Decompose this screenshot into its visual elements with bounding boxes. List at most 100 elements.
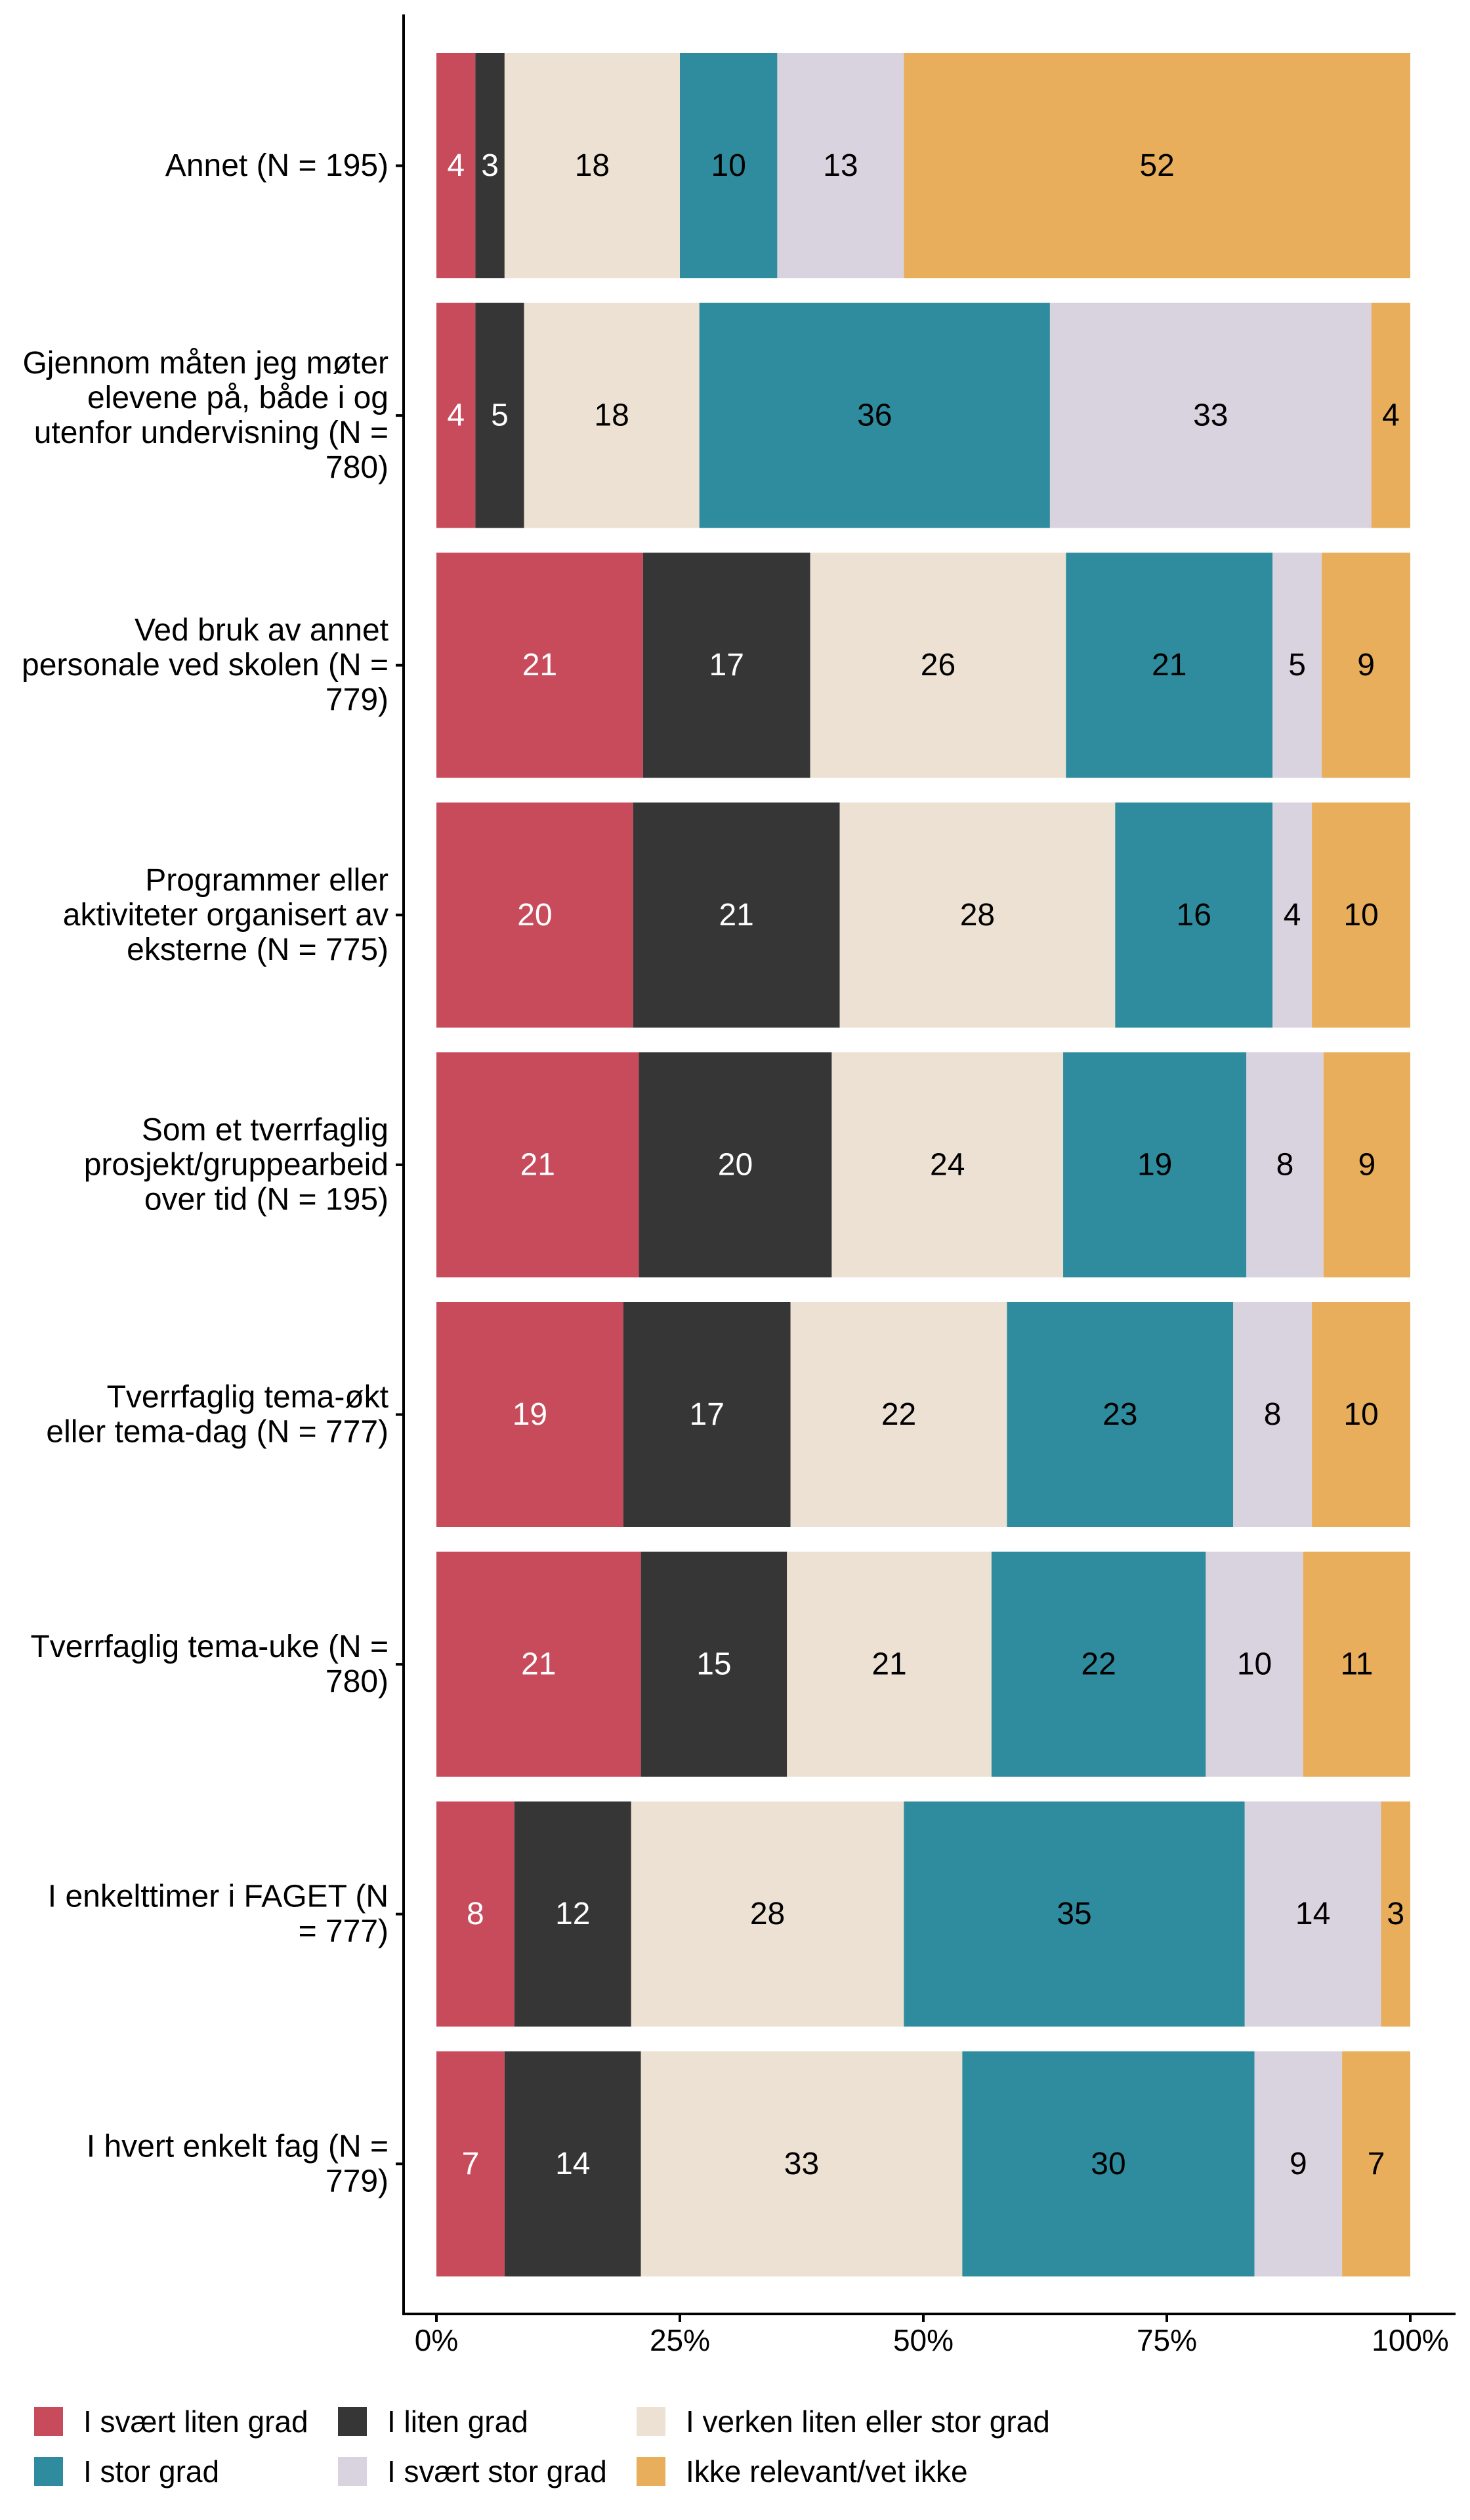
- bar-value-label: 22: [1081, 1647, 1116, 1682]
- legend-swatch: [637, 2457, 665, 2486]
- bar-segment: [436, 1801, 514, 2027]
- bar-segment: [1233, 1302, 1312, 1527]
- bar-segment: [631, 1801, 904, 2027]
- y-axis-labels: Annet (N = 195) Gjennom måten jeg møter el…: [22, 148, 404, 2198]
- bar-value-label: 21: [872, 1647, 906, 1682]
- bar-segment: [1303, 1551, 1410, 1777]
- bar-value-label: 35: [1057, 1897, 1091, 1931]
- bar-segment: [1272, 553, 1322, 778]
- bar-segment: [504, 2051, 641, 2277]
- bar-segment: [839, 802, 1116, 1028]
- bar-segment: [642, 553, 810, 778]
- bar-value-label: 33: [1193, 398, 1228, 433]
- bar-segment: [904, 53, 1410, 278]
- bar-row: 4 5 18 36 33 4: [436, 303, 1410, 528]
- bar-segment: [787, 1551, 992, 1777]
- x-axis-ticks: 0% 25% 50% 75% 100%: [415, 2314, 1449, 2357]
- legend-swatch: [34, 2457, 63, 2486]
- x-tick-label: 0%: [415, 2323, 458, 2357]
- x-tick-label: 50%: [893, 2323, 954, 2357]
- bar-value-label: 20: [718, 1147, 753, 1182]
- legend-swatch: [338, 2457, 367, 2486]
- bar-value-label: 15: [696, 1647, 731, 1682]
- bar-value-label: 4: [447, 148, 465, 183]
- bar-value-label: 21: [522, 648, 557, 682]
- bar-segment: [1206, 1551, 1303, 1777]
- legend-label: I svært liten grad: [83, 2404, 308, 2439]
- bar-value-label: 13: [823, 148, 858, 183]
- bar-value-label: 19: [513, 1397, 547, 1432]
- bar-segment: [436, 2051, 505, 2277]
- bar-segment: [1371, 303, 1410, 528]
- bar-row: 19 17 22 23 8 10: [436, 1302, 1410, 1527]
- bar-value-label: 36: [857, 398, 892, 433]
- y-tick-label: Programmer eller aktiviteter organisert a…: [63, 863, 388, 967]
- bar-segment: [1246, 1052, 1324, 1278]
- bar-value-label: 9: [1290, 2147, 1307, 2181]
- bar-value-label: 8: [1264, 1397, 1282, 1432]
- bar-value-label: 4: [1284, 898, 1301, 933]
- bar-value-label: 4: [1382, 398, 1400, 433]
- bar-segment: [1312, 802, 1410, 1028]
- bar-segment: [436, 1052, 639, 1278]
- bar-value-label: 20: [517, 898, 552, 933]
- bar-row: 8 12 28 35 14 3: [436, 1801, 1410, 2027]
- legend-label: I verken liten eller stor grad: [686, 2404, 1050, 2439]
- y-tick-label: I hvert enkelt fag (N = 779): [87, 2129, 388, 2198]
- bar-value-label: 10: [1237, 1647, 1272, 1682]
- legend: I svært liten grad I liten grad I verken…: [34, 2404, 1050, 2487]
- bar-value-label: 52: [1139, 148, 1174, 183]
- bar-segment: [831, 1052, 1064, 1278]
- bar-value-label: 10: [711, 148, 746, 183]
- bar-segment: [790, 1302, 1007, 1527]
- bar-row: 21 17 26 21 5 9: [436, 553, 1410, 778]
- bar-segment: [640, 1551, 788, 1777]
- bar-value-label: 9: [1357, 648, 1375, 682]
- bar-segment: [436, 553, 643, 778]
- legend-swatch: [637, 2407, 665, 2436]
- legend-item-liten-grad: I liten grad: [338, 2406, 637, 2437]
- legend-item-stor-grad: I stor grad: [34, 2456, 338, 2487]
- bar-value-label: 33: [784, 2147, 819, 2181]
- bar-value-label: 16: [1177, 898, 1211, 933]
- bar-row: 21 20 24 19 8 9: [436, 1052, 1410, 1278]
- bar-value-label: 23: [1102, 1397, 1137, 1432]
- bar-value-label: 18: [594, 398, 629, 433]
- bar-segment: [1254, 2051, 1343, 2277]
- bar-segment: [640, 2051, 963, 2277]
- bar-segment: [514, 1801, 631, 2027]
- bar-value-label: 4: [447, 398, 465, 433]
- bar-value-label: 10: [1343, 1397, 1378, 1432]
- bar-segment: [475, 53, 505, 278]
- bar-segment: [1115, 802, 1273, 1028]
- bar-value-label: 3: [1387, 1897, 1404, 1931]
- legend-item-verken-liten-eller-stor-grad: I verken liten eller stor grad: [637, 2404, 1050, 2439]
- bar-segment: [1066, 553, 1273, 778]
- bar-value-label: 10: [1343, 898, 1378, 933]
- bar-value-label: 5: [491, 398, 509, 433]
- bar-value-label: 8: [467, 1897, 484, 1931]
- bar-value-label: 21: [1152, 648, 1186, 682]
- x-tick-label: 25%: [650, 2323, 710, 2357]
- bar-segment: [1342, 2051, 1410, 2277]
- bar-value-label: 14: [555, 2147, 590, 2181]
- bar-value-label: 8: [1276, 1147, 1294, 1182]
- bar-segment: [475, 303, 524, 528]
- bar-segment: [777, 53, 904, 278]
- bar-segment: [1322, 553, 1410, 778]
- bar-value-label: 9: [1358, 1147, 1376, 1182]
- bar-segment: [639, 1052, 832, 1278]
- y-tick-label: Tverrfaglig tema-uke (N = 780): [30, 1629, 388, 1699]
- bar-segment: [962, 2051, 1255, 2277]
- bar-segment: [1007, 1302, 1234, 1527]
- bar-segment: [633, 802, 840, 1028]
- bar-segment: [436, 53, 476, 278]
- legend-swatch: [34, 2407, 63, 2436]
- bar-value-label: 5: [1288, 648, 1306, 682]
- bar-value-label: 24: [930, 1147, 965, 1182]
- bar-value-label: 17: [690, 1397, 724, 1432]
- bar-value-label: 3: [481, 148, 499, 183]
- bar-value-label: 26: [921, 648, 956, 682]
- bar-value-label: 18: [575, 148, 610, 183]
